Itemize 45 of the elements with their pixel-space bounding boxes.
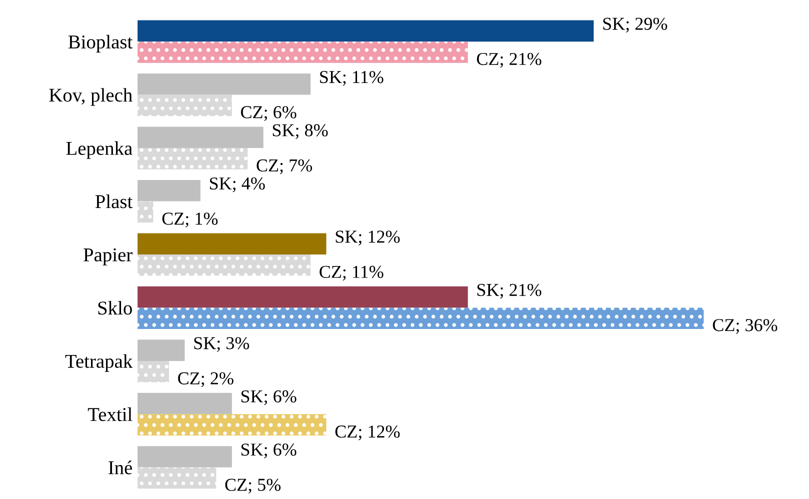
y-tick-label: Textil: [88, 407, 132, 422]
data-label: SK; 3%: [194, 337, 250, 352]
data-label: SK; 12%: [336, 230, 400, 246]
data-label: CZ; 6%: [240, 106, 296, 121]
bar: [138, 42, 468, 63]
data-label: CZ; 1%: [162, 212, 218, 228]
bar: [138, 286, 468, 308]
bar: [138, 20, 594, 42]
data-label: CZ; 12%: [335, 425, 400, 440]
data-label: SK; 4%: [210, 177, 265, 192]
bar: [138, 308, 704, 330]
bar: [138, 446, 232, 468]
bar: [138, 360, 169, 382]
data-label: SK; 29%: [603, 18, 668, 32]
y-tick-label: Iné: [108, 460, 132, 474]
data-label: CZ; 2%: [178, 372, 234, 388]
data-label: CZ; 36%: [712, 319, 778, 334]
bar: [138, 74, 311, 95]
data-label: CZ; 21%: [476, 52, 542, 68]
bar: [138, 233, 326, 254]
y-tick-label: Kov, plech: [49, 88, 132, 106]
data-label: SK; 8%: [272, 124, 328, 139]
data-label: SK; 21%: [477, 284, 542, 299]
data-label: SK; 6%: [241, 390, 296, 406]
bar: [138, 94, 232, 116]
y-tick-label: Plast: [95, 194, 133, 208]
bar: [138, 254, 311, 276]
bar: [138, 126, 264, 148]
data-label: SK; 6%: [241, 444, 296, 458]
data-label: SK; 11%: [320, 70, 384, 86]
bar: [138, 148, 248, 170]
bar: [138, 201, 154, 223]
data-label: CZ; 5%: [225, 478, 281, 494]
y-tick-label: Sklo: [98, 300, 132, 315]
bar: [138, 180, 200, 202]
bar: [138, 392, 232, 414]
bar: [138, 414, 326, 436]
data-label: CZ; 11%: [320, 266, 384, 281]
y-tick-label: Bioplast: [68, 34, 133, 52]
data-label: CZ; 7%: [256, 159, 312, 174]
y-tick-label: Papier: [84, 248, 132, 266]
y-tick-label: Lepenka: [66, 141, 132, 159]
y-tick-label: Tetrapak: [65, 354, 133, 372]
bar: [138, 340, 185, 361]
bar: [138, 467, 216, 489]
